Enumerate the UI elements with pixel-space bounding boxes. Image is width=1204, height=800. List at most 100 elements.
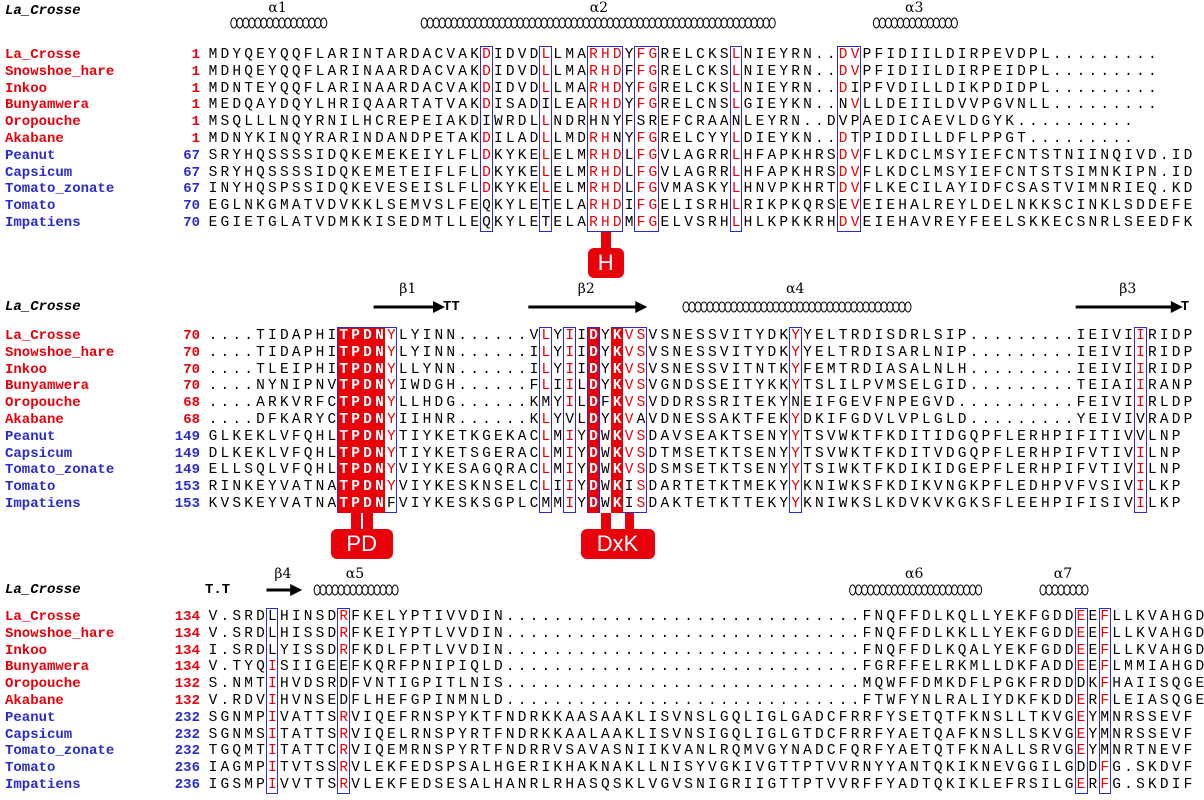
residue: . [969, 344, 979, 361]
residue: R [339, 63, 349, 80]
residue: D [361, 412, 374, 429]
residue: R [529, 709, 539, 726]
residue: K [351, 181, 360, 198]
residue: S [1136, 760, 1145, 777]
residue: R [386, 659, 396, 676]
residue: D [898, 63, 907, 80]
residue: I [1064, 462, 1074, 479]
motif-stem [362, 512, 373, 531]
helix-turn [468, 17, 476, 29]
residue: L [589, 726, 598, 743]
residue: I [386, 625, 396, 642]
residue: K [505, 428, 515, 445]
residue: C [826, 743, 836, 760]
residue: E [375, 760, 384, 777]
start-number: 67 [183, 147, 200, 164]
residue: E [410, 181, 420, 198]
residue: I [422, 344, 432, 361]
residue: E [672, 97, 682, 114]
residue: A [945, 726, 955, 743]
helix-turn [612, 17, 620, 29]
residue: I [363, 726, 372, 743]
residue: L [398, 328, 408, 344]
residue: F [862, 147, 872, 164]
residue: R [589, 131, 598, 147]
residue: L [1112, 693, 1121, 709]
residue: . [1076, 114, 1086, 131]
residue: I [945, 378, 955, 395]
residue: E [1088, 642, 1098, 659]
residue: D [327, 625, 337, 642]
residue: S [684, 777, 693, 793]
residue: P [349, 344, 362, 362]
residue: D [660, 395, 670, 412]
residue: L [636, 777, 646, 793]
residue: L [731, 215, 741, 231]
residue: E [529, 215, 539, 231]
residue: V [624, 395, 634, 412]
residue: N [660, 760, 670, 777]
residue: D [672, 395, 682, 412]
residue: I [922, 97, 931, 114]
residue: K [719, 496, 729, 512]
residue: K [1017, 609, 1026, 625]
residue: F [1100, 777, 1110, 793]
residue: . [850, 659, 860, 676]
residue: V [1005, 47, 1014, 63]
residue: A [660, 496, 670, 512]
residue: . [981, 412, 991, 428]
residue: R [244, 642, 253, 659]
residue: G [1183, 659, 1193, 676]
residue: . [767, 693, 777, 709]
residue: . [803, 609, 812, 625]
residue: F [910, 625, 919, 642]
motif-badge: H [587, 247, 624, 278]
residue: K [850, 496, 860, 512]
residue: A [577, 743, 586, 760]
residue: N [373, 328, 386, 345]
residue: D [945, 63, 955, 80]
residue: K [779, 344, 789, 361]
residue: . [708, 693, 717, 709]
residue: G [719, 709, 729, 726]
residue: . [505, 676, 515, 693]
residue: . [1005, 412, 1014, 428]
residue: . [600, 676, 610, 693]
residue: S [232, 642, 242, 659]
residue: . [731, 693, 741, 709]
residue: Q [232, 114, 242, 131]
residue: N [434, 412, 444, 428]
residue: . [1064, 80, 1074, 97]
residue: D [505, 80, 515, 97]
residue: . [220, 642, 230, 659]
residue: L [244, 114, 253, 131]
residue: E [220, 97, 230, 114]
residue: . [541, 659, 551, 676]
residue: S [933, 328, 943, 344]
residue: T [541, 198, 551, 215]
residue: K [351, 198, 360, 215]
residue: G [268, 198, 277, 215]
residue: . [1064, 47, 1074, 63]
residue: . [220, 328, 230, 344]
residue: Y [600, 344, 610, 361]
residue: I [1064, 445, 1074, 462]
residue: V [279, 709, 289, 726]
residue: E [244, 215, 253, 231]
residue: . [470, 328, 479, 344]
residue: Y [957, 215, 967, 231]
residue: . [1064, 114, 1074, 131]
conservation-frame [1098, 608, 1112, 794]
helix-turn [750, 17, 758, 29]
residue: M [244, 760, 253, 777]
residue: W [600, 479, 610, 496]
residue: F [1076, 462, 1086, 479]
residue: I [1159, 361, 1169, 378]
residue: I [731, 361, 741, 378]
residue: N [470, 693, 479, 709]
residue: A [898, 726, 907, 743]
residue: K [886, 164, 896, 181]
residue: E [1076, 642, 1086, 659]
residue: L [577, 378, 586, 395]
residue: K [945, 676, 955, 693]
